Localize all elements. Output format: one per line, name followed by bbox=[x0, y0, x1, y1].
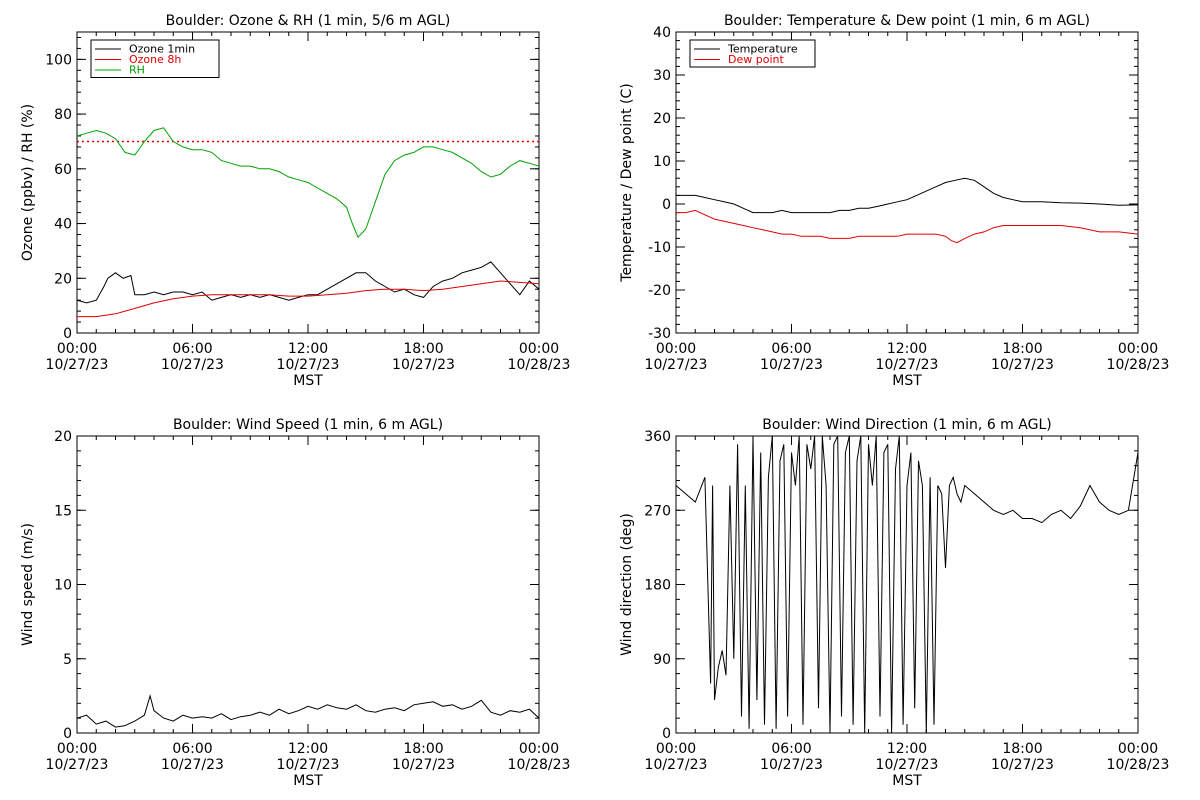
temp-dew-ytick-label: 20 bbox=[653, 111, 671, 127]
wind-dir-ytick-label: 0 bbox=[662, 726, 671, 742]
temp-dew-title: Boulder: Temperature & Dew point (1 min,… bbox=[724, 13, 1090, 29]
wind-speed-ytick-label: 20 bbox=[54, 429, 72, 445]
temp-dew-ytick-label: -10 bbox=[648, 240, 671, 256]
wind-speed-xtick-date: 10/27/23 bbox=[46, 757, 109, 773]
ozone-rh-xtick-time: 00:00 bbox=[519, 341, 559, 357]
wind-dir-panel: Boulder: Wind Direction (1 min, 6 m AGL)… bbox=[619, 417, 1169, 789]
ozone-rh-legend-label: Ozone 8h bbox=[129, 53, 181, 66]
ozone-rh-xtick-time: 12:00 bbox=[288, 341, 328, 357]
wind-speed-xtick-time: 06:00 bbox=[172, 741, 212, 757]
temp-dew-line-temperature bbox=[676, 177, 1138, 214]
temp-dew-legend-box bbox=[689, 39, 816, 68]
temp-dew-xtick-time: 00:00 bbox=[1118, 341, 1158, 357]
ozone-rh-ytick-label: 100 bbox=[45, 52, 72, 68]
wind-speed-xtick-time: 00:00 bbox=[519, 741, 559, 757]
ozone-rh-xtick-date: 10/27/23 bbox=[392, 357, 455, 373]
temp-dew-xtick-date: 10/28/23 bbox=[1107, 357, 1170, 373]
wind-dir-ytick-label: 270 bbox=[644, 503, 671, 519]
temp-dew-xtick-time: 12:00 bbox=[887, 341, 927, 357]
wind-dir-xtick-time: 00:00 bbox=[1118, 741, 1158, 757]
temp-dew-legend-label: Temperature bbox=[727, 43, 798, 56]
wind-dir-xtick-date: 10/27/23 bbox=[645, 757, 708, 773]
wind-dir-ytick-label: 180 bbox=[644, 578, 671, 594]
ozone-rh-ytick-label: 40 bbox=[54, 217, 72, 233]
temp-dew-ytick-label: -20 bbox=[648, 283, 671, 299]
ozone-rh-legend-box bbox=[90, 39, 220, 78]
ozone-rh-legend-label: Ozone 1min bbox=[129, 43, 195, 56]
ozone-rh-ytick-label: 80 bbox=[54, 107, 72, 123]
wind-dir-title: Boulder: Wind Direction (1 min, 6 m AGL) bbox=[762, 417, 1051, 433]
wind-dir-ytick-label: 90 bbox=[653, 652, 671, 668]
wind-dir-line-series-0 bbox=[676, 436, 1138, 733]
ozone-rh-legend-label: RH bbox=[129, 64, 145, 77]
wind-dir-xtick-date: 10/27/23 bbox=[876, 757, 939, 773]
temp-dew-ylabel: Temperature / Dew point (C) bbox=[619, 83, 635, 282]
ozone-rh-ytick-label: 60 bbox=[54, 162, 72, 178]
ozone-rh-xtick-time: 00:00 bbox=[57, 341, 97, 357]
ozone-rh-line-ozone-8h bbox=[77, 280, 539, 318]
wind-speed-xlabel: MST bbox=[293, 773, 323, 789]
wind-dir-xtick-date: 10/27/23 bbox=[991, 757, 1054, 773]
wind-speed-ylabel: Wind speed (m/s) bbox=[20, 523, 36, 646]
wind-speed-xtick-time: 00:00 bbox=[57, 741, 97, 757]
wind-speed-xtick-date: 10/28/23 bbox=[508, 757, 571, 773]
ozone-rh-xlabel: MST bbox=[293, 373, 323, 389]
ozone-rh-xtick-date: 10/28/23 bbox=[508, 357, 571, 373]
temp-dew-ytick-label: -30 bbox=[648, 326, 671, 342]
temp-dew-xtick-date: 10/27/23 bbox=[760, 357, 823, 373]
ozone-rh-line-rh bbox=[77, 127, 539, 239]
ozone-rh-line-ozone-1min bbox=[77, 261, 539, 304]
ozone-rh-xtick-date: 10/27/23 bbox=[46, 357, 109, 373]
wind-dir-ytick-label: 360 bbox=[644, 429, 671, 445]
temp-dew-ytick-label: 30 bbox=[653, 68, 671, 84]
wind-dir-xlabel: MST bbox=[892, 773, 922, 789]
ozone-rh-xtick-time: 06:00 bbox=[172, 341, 212, 357]
ozone-rh-ylabel: Ozone (ppbv) / RH (%) bbox=[20, 104, 36, 261]
temp-dew-panel: Boulder: Temperature & Dew point (1 min,… bbox=[619, 13, 1169, 389]
temp-dew-xtick-date: 10/27/23 bbox=[645, 357, 708, 373]
ozone-rh-ytick-label: 0 bbox=[63, 326, 72, 342]
wind-dir-ylabel: Wind direction (deg) bbox=[619, 513, 635, 656]
wind-speed-xtick-date: 10/27/23 bbox=[392, 757, 455, 773]
wind-speed-panel: Boulder: Wind Speed (1 min, 6 m AGL) 0 5 10… bbox=[20, 417, 570, 789]
ozone-rh-ytick-label: 20 bbox=[54, 271, 72, 287]
temp-dew-xtick-date: 10/27/23 bbox=[991, 357, 1054, 373]
temp-dew-xtick-time: 06:00 bbox=[771, 341, 811, 357]
ozone-rh-xtick-time: 18:00 bbox=[403, 341, 443, 357]
wind-speed-ytick-label: 15 bbox=[54, 503, 72, 519]
wind-dir-xtick-time: 12:00 bbox=[887, 741, 927, 757]
wind-speed-ytick-label: 0 bbox=[63, 726, 72, 742]
ozone-rh-xtick-date: 10/27/23 bbox=[161, 357, 224, 373]
temp-dew-ytick-label: 40 bbox=[653, 25, 671, 41]
temp-dew-ytick-label: 10 bbox=[653, 154, 671, 170]
wind-speed-title: Boulder: Wind Speed (1 min, 6 m AGL) bbox=[173, 417, 443, 433]
wind-dir-xtick-time: 00:00 bbox=[656, 741, 696, 757]
temp-dew-xtick-date: 10/27/23 bbox=[876, 357, 939, 373]
wind-speed-ytick-label: 10 bbox=[54, 578, 72, 594]
wind-dir-xtick-time: 06:00 bbox=[771, 741, 811, 757]
temp-dew-ytick-label: 0 bbox=[662, 197, 671, 213]
temp-dew-xtick-time: 18:00 bbox=[1002, 341, 1042, 357]
wind-dir-xtick-date: 10/27/23 bbox=[760, 757, 823, 773]
wind-dir-xtick-time: 18:00 bbox=[1002, 741, 1042, 757]
ozone-rh-panel: Boulder: Ozone & RH (1 min, 5/6 m AGL) 0 2… bbox=[20, 13, 570, 389]
ozone-rh-title: Boulder: Ozone & RH (1 min, 5/6 m AGL) bbox=[166, 13, 451, 29]
wind-speed-line-series-0 bbox=[77, 694, 539, 728]
wind-speed-xtick-time: 18:00 bbox=[403, 741, 443, 757]
wind-dir-xtick-date: 10/28/23 bbox=[1107, 757, 1170, 773]
wind-speed-ytick-label: 5 bbox=[63, 652, 72, 668]
temp-dew-xlabel: MST bbox=[892, 373, 922, 389]
ozone-rh-xtick-date: 10/27/23 bbox=[277, 357, 340, 373]
temp-dew-legend-label: Dew point bbox=[728, 53, 784, 66]
wind-speed-xtick-date: 10/27/23 bbox=[161, 757, 224, 773]
wind-speed-xtick-time: 12:00 bbox=[288, 741, 328, 757]
wind-speed-xtick-date: 10/27/23 bbox=[277, 757, 340, 773]
temp-dew-line-dew-point bbox=[676, 209, 1138, 244]
temp-dew-xtick-time: 00:00 bbox=[656, 341, 696, 357]
